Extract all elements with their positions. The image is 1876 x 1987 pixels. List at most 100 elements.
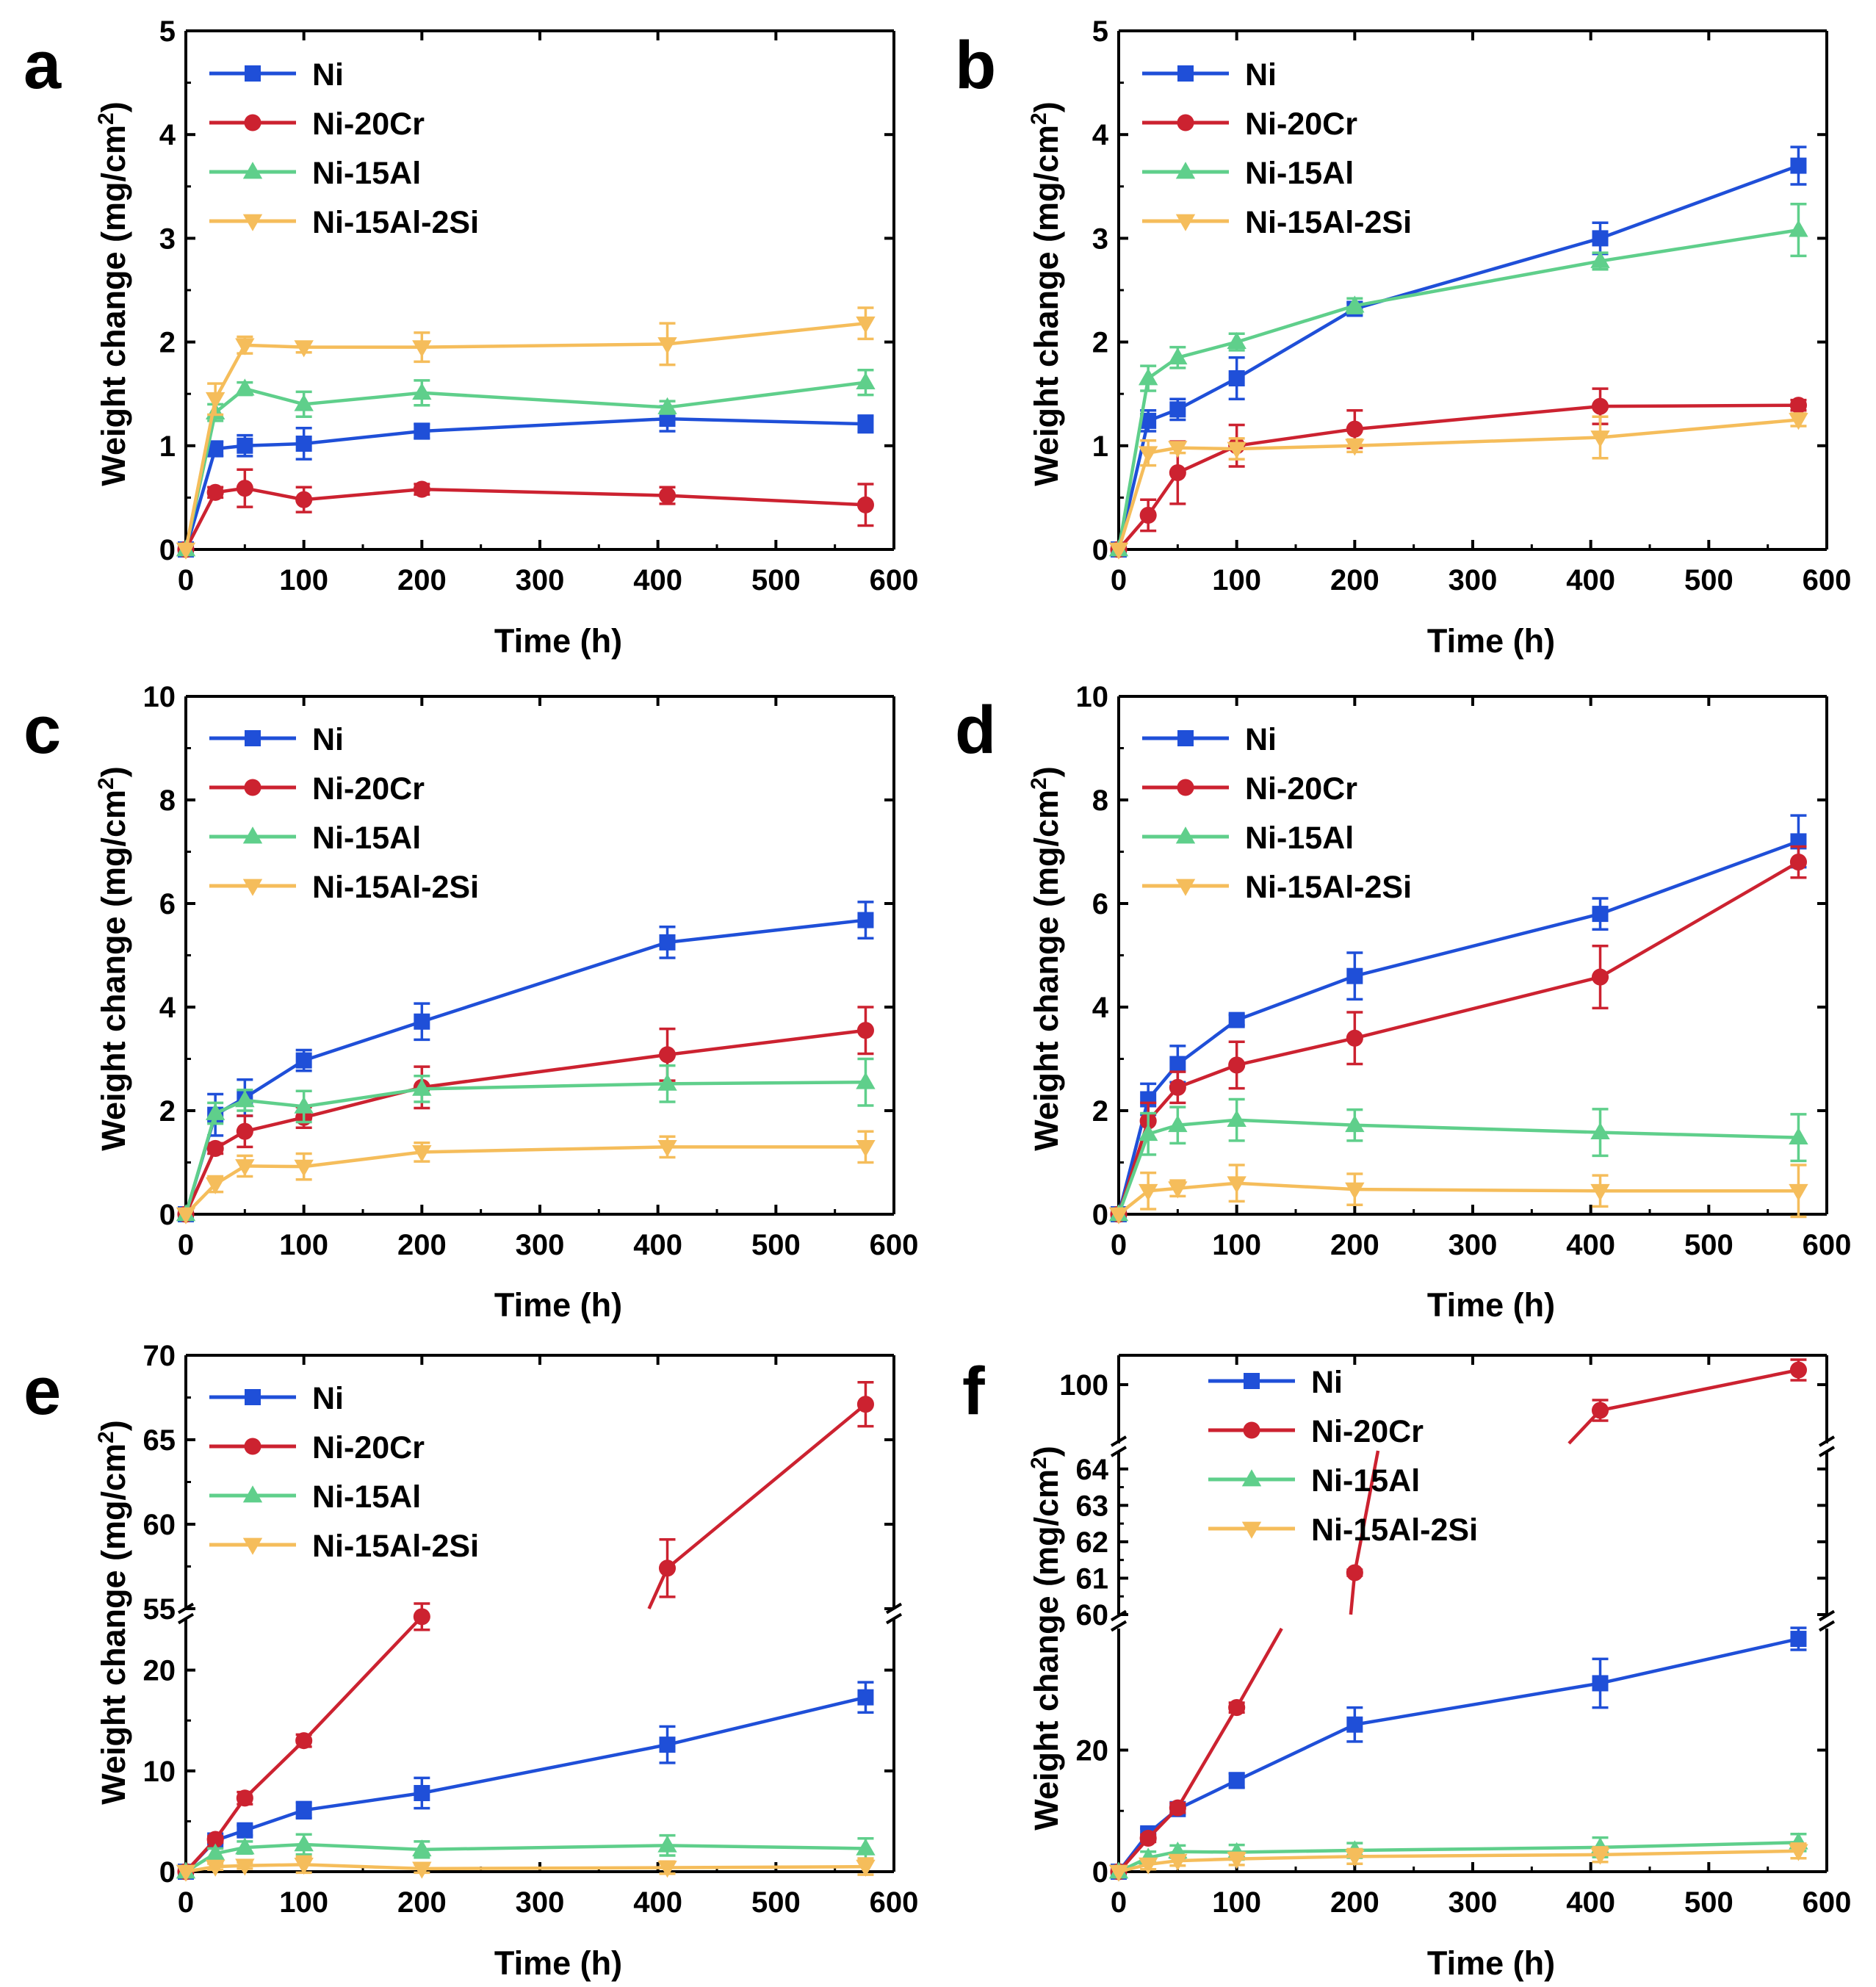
legend-marker-square	[245, 1389, 261, 1405]
series-ni	[178, 405, 874, 558]
series-line-segment	[1236, 427, 1355, 448]
series-line-segment	[303, 429, 422, 446]
series-line-segment	[243, 1739, 306, 1800]
series-ni-20cr	[177, 1381, 874, 1880]
data-point-ni-15al	[294, 394, 314, 411]
series-line-segment	[422, 1082, 668, 1091]
y-tick-label: 6	[159, 888, 176, 920]
series-line-segment	[1176, 1706, 1238, 1809]
series-line-segment	[1354, 975, 1601, 1040]
legend-label-ni: Ni	[312, 1381, 344, 1416]
series-line-segment	[667, 416, 866, 426]
y-tick-label: 4	[159, 119, 176, 151]
x-axis-title-b: Time (h)	[1427, 622, 1555, 660]
y-axis-title-c: Weight change (mg/cm2)	[94, 766, 133, 1150]
series-line-segment	[1236, 1036, 1355, 1067]
y-tick-label: 1	[1092, 430, 1108, 463]
data-point-ni-15al-2si	[1227, 441, 1247, 459]
data-point-ni-20cr	[1346, 1564, 1363, 1582]
axes-frame-b	[1117, 29, 1828, 551]
data-point-ni-15al	[1789, 1127, 1808, 1145]
panel-c: c 0 100 200 300 400 500 600 0 2 4 6 8 10 Time (h) We…	[24, 681, 918, 1324]
series-line-segment	[1600, 1130, 1799, 1139]
y-tick-label: 4	[1092, 992, 1109, 1024]
plot-area-e: 0 100 200 300 400 500 600 0 10 20 55 60 65 70	[143, 1340, 919, 1919]
series-line-segment	[1147, 472, 1180, 516]
series-ni	[178, 901, 874, 1222]
data-point-ni-15al-2si	[1108, 542, 1129, 560]
legend-label-ni-20cr: Ni-20Cr	[312, 771, 425, 807]
legend-label-ni: Ni	[312, 57, 344, 93]
panel-a: a 0 100 200 300 400 500 600 0 1 2 3 4 5 Time (h) Wei…	[24, 15, 918, 660]
series-line-segment	[1235, 974, 1356, 1022]
x-tick-label: 100	[1212, 1229, 1261, 1261]
y-axis-title-d: Weight change (mg/cm2)	[1027, 766, 1066, 1150]
legend-marker-square	[1177, 730, 1194, 746]
data-point-ni-20cr	[206, 1831, 224, 1848]
data-point-ni-15al	[235, 1837, 255, 1855]
data-point-ni-15al-2si	[1138, 446, 1158, 464]
data-point-ni-15al	[294, 1834, 314, 1852]
series-line-segment	[244, 386, 305, 406]
y-tick-label: 2	[1092, 327, 1108, 359]
series-line-segment	[1600, 1841, 1799, 1850]
series-ni-20cr	[1110, 1358, 1807, 1880]
data-point-ni-15al-2si	[412, 340, 432, 358]
x-tick-label: 200	[397, 1229, 447, 1261]
series-line-segment	[303, 1842, 422, 1852]
series-line-segment	[1177, 1850, 1237, 1854]
legend-item-ni-20cr: Ni-20Cr	[209, 107, 425, 142]
series-ni-15al-2si	[176, 1130, 876, 1225]
legend-f: Ni Ni-20Cr Ni-15Al Ni-15Al-2Si	[1208, 1365, 1478, 1548]
legend-label-ni-15al: Ni-15Al	[312, 156, 421, 191]
y-tick-label: 4	[1092, 119, 1109, 151]
data-point-ni	[1346, 1716, 1363, 1733]
data-layer-b	[1108, 145, 1808, 560]
data-point-ni-15al	[657, 1073, 677, 1091]
legend-label-ni-15al-2si: Ni-15Al-2Si	[1311, 1512, 1478, 1548]
legend-marker-triangle-up	[1241, 1469, 1262, 1487]
data-point-ni-15al-2si	[1108, 1207, 1129, 1225]
panel-d: d 0 100 200 300 400 500 600 0 2 4 6 8 10 Time (h) We…	[955, 681, 1851, 1324]
series-line-segment	[1177, 377, 1238, 411]
legend-label-ni-15al: Ni-15Al	[1245, 156, 1354, 191]
x-tick-label: 600	[870, 1229, 919, 1261]
series-ni-15al-2si	[176, 1855, 876, 1882]
x-tick-label: 200	[397, 564, 447, 596]
x-tick-label: 0	[178, 564, 194, 596]
data-point-ni-20cr	[206, 483, 224, 501]
data-point-ni-20cr	[856, 1396, 874, 1413]
series-ni	[1111, 814, 1807, 1222]
legend-item-ni-15al-2si: Ni-15Al-2Si	[209, 1529, 479, 1564]
data-point-ni-15al-2si	[657, 1140, 677, 1158]
legend-label-ni-15al-2si: Ni-15Al-2Si	[312, 1529, 479, 1564]
data-point-ni-15al	[235, 378, 255, 396]
x-tick-label: 400	[1566, 1886, 1615, 1919]
x-tick-label: 500	[1684, 1229, 1734, 1261]
data-point-ni-20cr	[295, 1732, 313, 1750]
legend-marker-triangle-down	[242, 1537, 263, 1555]
x-axis-title-f: Time (h)	[1427, 1944, 1555, 1982]
data-point-ni-20cr	[1591, 968, 1609, 986]
data-point-ni-15al	[1227, 331, 1247, 349]
data-point-ni	[295, 1052, 312, 1069]
panel-label-b: b	[955, 28, 996, 103]
axes-frame-f	[1110, 1354, 1836, 1873]
series-line-segment	[303, 487, 422, 502]
data-point-ni	[1140, 412, 1157, 429]
series-line-segment	[1600, 403, 1799, 408]
axes-frame-e	[177, 1354, 903, 1873]
series-line-segment	[1599, 860, 1800, 979]
legend-item-ni: Ni	[1208, 1365, 1343, 1400]
data-point-ni	[1228, 370, 1245, 387]
series-ni-15al	[1108, 1097, 1808, 1222]
legend-marker-square	[1177, 65, 1194, 82]
series-line-segment	[184, 1112, 217, 1215]
legend-label-ni-15al: Ni-15Al	[1245, 821, 1354, 856]
data-point-ni-15al	[856, 372, 876, 390]
x-tick-label: 200	[397, 1886, 447, 1919]
legend-label-ni-15al: Ni-15Al	[312, 1479, 421, 1515]
series-line-segment	[421, 940, 668, 1023]
series-line-segment	[1354, 1123, 1601, 1134]
legend-marker-triangle-up	[242, 1485, 263, 1503]
